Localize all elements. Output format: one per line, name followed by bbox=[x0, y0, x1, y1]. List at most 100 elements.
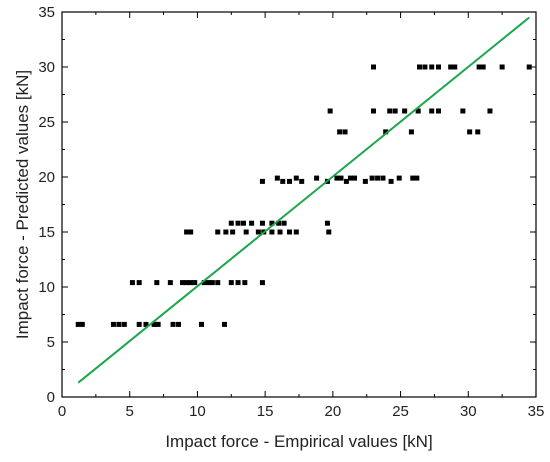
data-point bbox=[526, 64, 532, 70]
data-point bbox=[410, 175, 416, 181]
data-point bbox=[314, 175, 320, 181]
data-point bbox=[396, 175, 402, 181]
data-point bbox=[240, 220, 246, 226]
data-point bbox=[324, 220, 330, 226]
data-point bbox=[280, 178, 286, 184]
data-point bbox=[326, 229, 332, 235]
data-point bbox=[170, 321, 176, 327]
data-point bbox=[167, 280, 173, 286]
data-point bbox=[338, 175, 344, 181]
data-point bbox=[75, 321, 81, 327]
data-point bbox=[276, 220, 282, 226]
data-point bbox=[259, 280, 265, 286]
data-point bbox=[143, 321, 149, 327]
data-point bbox=[414, 175, 420, 181]
data-point bbox=[408, 129, 414, 135]
axis-ticks: 0 5 10 15 20 25 30 35 0 5 10 15 20 25 30 35 bbox=[38, 4, 544, 420]
x-tick-label: 20 bbox=[325, 403, 342, 420]
data-point bbox=[110, 321, 116, 327]
data-point bbox=[460, 108, 466, 114]
data-point bbox=[136, 321, 142, 327]
data-point bbox=[281, 220, 287, 226]
data-point bbox=[269, 229, 275, 235]
data-point bbox=[215, 280, 221, 286]
y-tick-label: 35 bbox=[38, 4, 55, 21]
data-point bbox=[388, 178, 394, 184]
data-point bbox=[452, 64, 458, 70]
x-tick-label: 25 bbox=[392, 403, 409, 420]
data-point bbox=[222, 321, 228, 327]
y-tick-label: 25 bbox=[38, 114, 55, 131]
y-axis-title: Impact force - Predicted values [kN] bbox=[13, 70, 32, 339]
data-point bbox=[259, 220, 265, 226]
data-point bbox=[499, 64, 505, 70]
y-tick-label: 10 bbox=[38, 279, 55, 296]
data-point bbox=[259, 178, 265, 184]
data-point bbox=[184, 280, 190, 286]
data-point bbox=[362, 178, 368, 184]
data-point bbox=[215, 229, 221, 235]
data-point bbox=[201, 280, 207, 286]
data-point bbox=[402, 108, 408, 114]
data-point bbox=[184, 229, 190, 235]
data-point bbox=[429, 64, 435, 70]
data-point bbox=[422, 64, 428, 70]
data-point bbox=[327, 108, 333, 114]
data-point bbox=[249, 220, 255, 226]
data-point bbox=[293, 175, 299, 181]
data-point bbox=[235, 220, 241, 226]
y-tick-label: 5 bbox=[47, 334, 55, 351]
data-point bbox=[228, 220, 234, 226]
data-point bbox=[480, 64, 486, 70]
data-point bbox=[429, 108, 435, 114]
data-point bbox=[293, 229, 299, 235]
data-point bbox=[180, 280, 186, 286]
data-point bbox=[370, 108, 376, 114]
x-tick-label: 10 bbox=[189, 403, 206, 420]
data-point bbox=[188, 229, 194, 235]
data-point bbox=[198, 321, 204, 327]
data-point bbox=[274, 175, 280, 181]
data-point bbox=[255, 229, 261, 235]
data-point bbox=[235, 280, 241, 286]
data-point bbox=[287, 229, 293, 235]
y-tick-label: 0 bbox=[47, 389, 55, 406]
data-point bbox=[230, 229, 236, 235]
data-point bbox=[223, 229, 229, 235]
data-point bbox=[343, 178, 349, 184]
data-point bbox=[129, 280, 135, 286]
fit-line bbox=[77, 16, 530, 384]
data-point bbox=[136, 280, 142, 286]
y-tick-label: 15 bbox=[38, 224, 55, 241]
x-tick-label: 5 bbox=[126, 403, 134, 420]
data-point bbox=[448, 64, 454, 70]
data-point bbox=[228, 280, 234, 286]
data-point bbox=[435, 108, 441, 114]
data-point bbox=[287, 178, 293, 184]
data-point bbox=[383, 129, 389, 135]
data-point bbox=[299, 178, 305, 184]
data-point bbox=[417, 64, 423, 70]
data-point bbox=[243, 229, 249, 235]
data-point bbox=[352, 175, 358, 181]
data-point bbox=[209, 280, 215, 286]
x-tick-label: 35 bbox=[528, 403, 545, 420]
data-point bbox=[269, 220, 275, 226]
data-point bbox=[475, 129, 481, 135]
x-tick-label: 0 bbox=[58, 403, 66, 420]
data-point bbox=[380, 175, 386, 181]
y-tick-label: 20 bbox=[38, 169, 55, 186]
data-point bbox=[192, 280, 198, 286]
data-point bbox=[487, 108, 493, 114]
x-tick-label: 15 bbox=[257, 403, 274, 420]
data-point bbox=[79, 321, 85, 327]
data-point bbox=[154, 280, 160, 286]
data-point bbox=[347, 175, 353, 181]
data-point bbox=[370, 64, 376, 70]
data-point bbox=[175, 321, 181, 327]
data-point bbox=[369, 175, 375, 181]
data-point bbox=[467, 129, 473, 135]
data-point bbox=[476, 64, 482, 70]
data-point bbox=[375, 175, 381, 181]
